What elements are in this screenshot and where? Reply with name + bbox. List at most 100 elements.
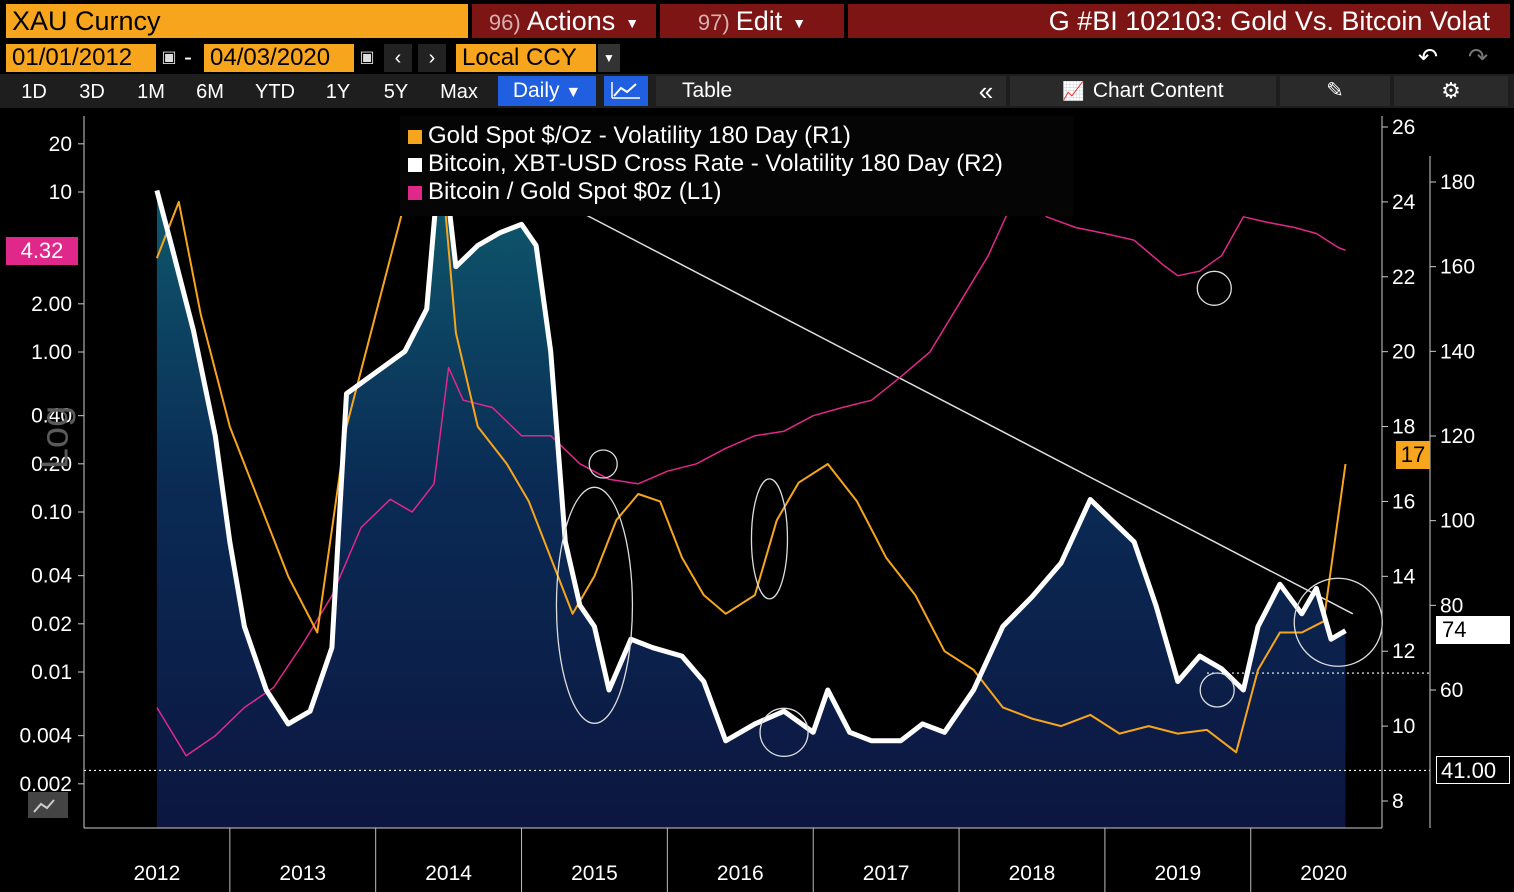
- legend-item-gold[interactable]: Gold Spot $/Oz - Volatility 180 Day (R1): [408, 122, 851, 150]
- legend-label: Gold Spot $/Oz - Volatility 180 Day (R1): [428, 122, 851, 149]
- period-1d[interactable]: 1D: [21, 81, 47, 103]
- y-r1-tick-label: 20: [1392, 341, 1415, 364]
- end-date-input[interactable]: 04/03/2020: [204, 44, 354, 72]
- undo-icon[interactable]: ↶: [1417, 44, 1439, 71]
- reference-lines: [84, 672, 1430, 772]
- x-tick-label: 2020: [1300, 862, 1347, 885]
- table-button[interactable]: Table: [656, 76, 988, 106]
- chevron-down-icon: ▼: [565, 84, 582, 101]
- y-r2-tick-label: 140: [1440, 340, 1475, 363]
- log-axis-label: Log: [34, 405, 77, 470]
- legend-item-bitcoin[interactable]: Bitcoin, XBT-USD Cross Rate - Volatility…: [408, 150, 1003, 178]
- left-value-tag: 4.32: [6, 237, 78, 265]
- collapse-button[interactable]: «: [966, 76, 1006, 106]
- x-tick-label: 2013: [279, 862, 326, 885]
- calendar-icon[interactable]: ▣: [161, 49, 177, 66]
- y-left-tick-label: 1.00: [31, 341, 72, 364]
- prev-period-button[interactable]: ‹: [384, 44, 412, 72]
- date-separator: -: [184, 44, 192, 71]
- legend-swatch: [408, 185, 422, 200]
- period-ytd[interactable]: YTD: [255, 81, 295, 103]
- legend-label: Bitcoin / Gold Spot $0z (L1): [428, 178, 722, 205]
- chart-area[interactable]: 2012 2013 2014 2015 2016 2017 2018 2019 20202010…: [0, 108, 1514, 892]
- x-tick-label: 2015: [571, 862, 618, 885]
- chart-content-button[interactable]: 📈 Chart Content: [1010, 76, 1276, 106]
- y-left-tick-label: 0.002: [19, 773, 72, 796]
- trendline: [440, 139, 1354, 615]
- chevron-down-icon: ▼: [792, 14, 807, 31]
- actions-menu[interactable]: 96) Actions ▼: [472, 4, 656, 38]
- series-gold-vol: [155, 163, 1347, 754]
- y-left-tick-label: 10: [49, 181, 72, 204]
- legend-swatch: [408, 157, 422, 172]
- annotation-circle: [588, 449, 618, 479]
- period-6m[interactable]: 6M: [196, 81, 224, 103]
- currency-select[interactable]: Local CCY: [456, 44, 596, 72]
- y-r1-tick-label: 18: [1392, 416, 1415, 439]
- y-r1-tick-label: 14: [1392, 565, 1416, 588]
- ref-value-tag: 41.00: [1436, 756, 1510, 784]
- actions-label: Actions: [526, 6, 616, 36]
- frequency-select[interactable]: Daily ▼: [498, 76, 596, 106]
- chevron-down-icon[interactable]: ▼: [598, 44, 620, 72]
- x-tick-label: 2012: [134, 862, 181, 885]
- y-r1-tick-label: 24: [1392, 191, 1416, 214]
- x-tick-label: 2019: [1154, 862, 1201, 885]
- period-1m[interactable]: 1M: [137, 81, 165, 103]
- calendar-icon[interactable]: ▣: [359, 49, 375, 66]
- y-left-tick-label: 0.004: [19, 725, 72, 748]
- r1-value-tag: 17: [1396, 441, 1430, 469]
- gear-icon[interactable]: ⚙: [1394, 76, 1508, 106]
- x-tick-label: 2016: [717, 862, 764, 885]
- r2-value-tag: 74: [1436, 616, 1510, 644]
- period-3d[interactable]: 3D: [79, 81, 105, 103]
- y-r1-tick-label: 8: [1392, 790, 1404, 813]
- frequency-label: Daily: [512, 79, 560, 102]
- y-r1-tick-label: 22: [1392, 266, 1415, 289]
- annotation-circle: [555, 486, 634, 724]
- y-left-tick-label: 20: [49, 133, 72, 156]
- y-left-tick-label: 0.40: [31, 405, 72, 428]
- y-left-tick-label: 0.20: [31, 453, 72, 476]
- actions-shortcut: 96): [488, 10, 521, 35]
- redo-icon[interactable]: ↷: [1467, 44, 1489, 71]
- period-1y[interactable]: 1Y: [325, 81, 351, 103]
- y-left-tick-label: 0.02: [31, 613, 72, 636]
- period-max[interactable]: Max: [440, 81, 478, 103]
- y-r2-tick-label: 60: [1440, 679, 1463, 702]
- year-separators: [229, 828, 1252, 892]
- chart-icon: 📈: [1062, 81, 1085, 101]
- legend-swatch: [408, 129, 422, 144]
- y-left-tick-label: 2.00: [31, 293, 72, 316]
- y-r2-tick-label: 80: [1440, 594, 1463, 617]
- y-r1-tick-label: 26: [1392, 116, 1415, 139]
- edit-chart-icon[interactable]: ✎: [1280, 76, 1390, 106]
- legend-item-ratio[interactable]: Bitcoin / Gold Spot $0z (L1): [408, 178, 721, 206]
- annotation-circle: [1199, 672, 1235, 708]
- series-bitcoin-vol: [154, 137, 1347, 744]
- title-row: XAU Curncy 96) Actions ▼ 97) Edit ▼ G #BI 10…: [0, 0, 1514, 42]
- y-r1-tick-label: 10: [1392, 715, 1415, 738]
- y-r2-tick-label: 180: [1440, 171, 1475, 194]
- next-period-button[interactable]: ›: [418, 44, 446, 72]
- y-left-tick-label: 0.01: [31, 661, 72, 684]
- y-r2-tick-label: 160: [1440, 256, 1475, 279]
- x-tick-label: 2014: [425, 862, 472, 885]
- x-tick-label: 2017: [863, 862, 910, 885]
- period-5y[interactable]: 5Y: [383, 81, 409, 103]
- y-left-tick-label: 0.04: [31, 565, 72, 588]
- annotation-circle: [759, 707, 809, 757]
- edit-menu[interactable]: 97) Edit ▼: [660, 4, 844, 38]
- series-bitcoin-gold: [156, 178, 1346, 757]
- line-chart-icon[interactable]: [604, 76, 648, 106]
- start-date-input[interactable]: 01/01/2012: [6, 44, 156, 72]
- annotation-circle: [1196, 270, 1232, 306]
- y-r2-tick-label: 100: [1440, 510, 1475, 533]
- x-tick-label: 2018: [1009, 862, 1056, 885]
- chart-type-icon[interactable]: [28, 792, 68, 818]
- ticker-field[interactable]: XAU Curncy: [6, 4, 468, 38]
- annotation-circle: [750, 478, 789, 600]
- y-left-tick-label: 0.10: [31, 501, 72, 524]
- axes: 2012 2013 2014 2015 2016 2017 2018 2019 20202010…: [19, 116, 1475, 885]
- chart-content-label: Chart Content: [1092, 79, 1224, 102]
